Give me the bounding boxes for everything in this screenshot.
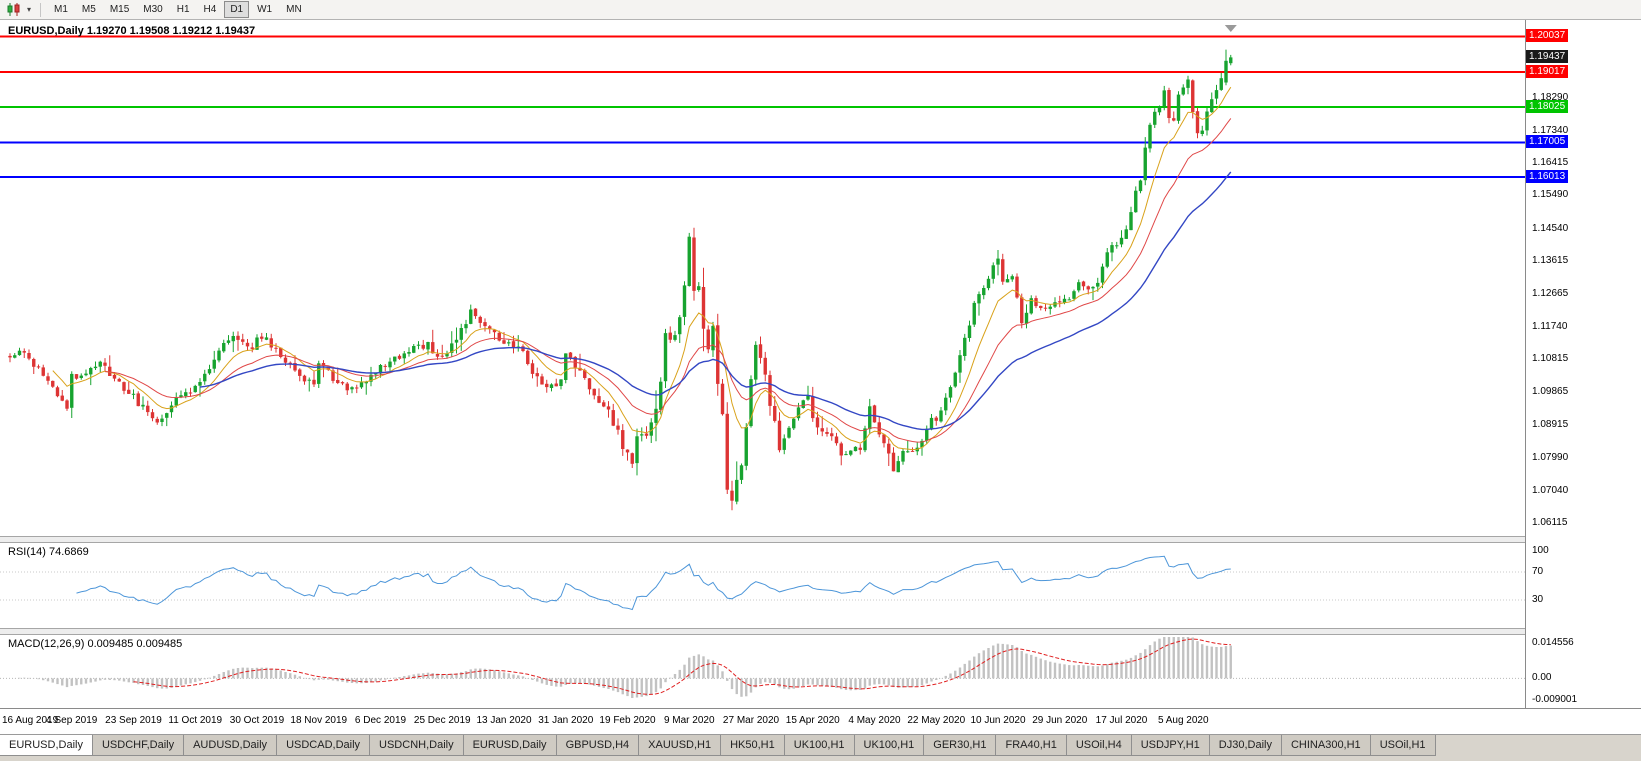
price-axis-label: 1.08915 bbox=[1532, 419, 1569, 431]
time-axis-label: 16 Aug 2019 bbox=[2, 715, 59, 726]
time-axis-label: 4 May 2020 bbox=[848, 715, 901, 726]
price-axis-label: 1.07040 bbox=[1532, 484, 1569, 496]
timeframe-button-m30[interactable]: M30 bbox=[143, 4, 163, 15]
chart-tab-8[interactable]: HK50,H1 bbox=[720, 735, 785, 756]
time-axis-label: 22 May 2020 bbox=[907, 715, 966, 726]
timeframe-button-m15[interactable]: M15 bbox=[109, 4, 130, 15]
chart-tab-1[interactable]: USDCHF,Daily bbox=[91, 735, 185, 756]
timeframe-button-m5[interactable]: M5 bbox=[81, 4, 96, 15]
macd-axis-label: -0.009001 bbox=[1532, 694, 1578, 705]
time-axis-label: 27 Mar 2020 bbox=[722, 715, 780, 726]
time-axis-label: 25 Dec 2019 bbox=[413, 715, 471, 726]
time-axis-label: 19 Feb 2020 bbox=[599, 715, 656, 726]
timeframe-button-w1[interactable]: W1 bbox=[257, 4, 273, 15]
time-axis-label: 23 Sep 2019 bbox=[105, 715, 162, 726]
timeframe-buttons: M1 M5 M15 M30 H1 H4 D1 W1 MN bbox=[47, 1, 309, 18]
chart-tab-12[interactable]: FRA40,H1 bbox=[995, 735, 1067, 756]
time-axis-label: 10 Jun 2020 bbox=[970, 715, 1026, 726]
chart-tab-6[interactable]: GBPUSD,H4 bbox=[555, 735, 640, 756]
price-chart-canvas[interactable] bbox=[0, 20, 1525, 708]
panel-splitter[interactable] bbox=[0, 628, 1641, 635]
price-axis-label: 1.16415 bbox=[1532, 157, 1569, 169]
rsi-axis-label: 30 bbox=[1532, 594, 1544, 605]
price-axis[interactable]: 1.18290 1.17340 1.16415 1.15490 1.14540 1.136… bbox=[1525, 20, 1641, 708]
chart-tab-13[interactable]: USOil,H4 bbox=[1065, 735, 1132, 756]
time-axis-label: 17 Jul 2020 bbox=[1095, 715, 1148, 726]
time-axis[interactable]: 16 Aug 2019 4 Sep 2019 23 Sep 2019 11 Oct 2… bbox=[0, 708, 1641, 734]
price-axis-label: 1.15490 bbox=[1532, 189, 1569, 201]
price-axis-label: 1.06115 bbox=[1532, 517, 1568, 529]
price-axis-label: 1.10815 bbox=[1532, 352, 1569, 364]
chart-tab-17[interactable]: USOil,H1 bbox=[1369, 735, 1436, 756]
price-axis-label: 1.12665 bbox=[1532, 288, 1569, 300]
chart-tab-9[interactable]: UK100,H1 bbox=[783, 735, 855, 756]
chart-tab-15[interactable]: DJ30,Daily bbox=[1208, 735, 1282, 756]
chart-tab-2[interactable]: AUDUSD,Daily bbox=[183, 735, 278, 756]
toolbar: ▾ M1 M5 M15 M30 H1 H4 D1 W1 MN bbox=[0, 0, 1641, 20]
hline-price-badge: 1.20037 bbox=[1526, 29, 1569, 43]
price-axis-label: 1.17340 bbox=[1532, 124, 1569, 136]
chart-tab-11[interactable]: GER30,H1 bbox=[923, 735, 997, 756]
chart-tab-3[interactable]: USDCAD,Daily bbox=[276, 735, 371, 756]
current-price-badge: 1.19437 bbox=[1526, 50, 1569, 64]
timeframe-button-d1[interactable]: D1 bbox=[224, 1, 250, 18]
time-axis-label: 6 Dec 2019 bbox=[354, 715, 407, 726]
time-axis-label: 29 Jun 2020 bbox=[1032, 715, 1088, 726]
hline-price-badge: 1.19017 bbox=[1526, 65, 1569, 79]
toolbar-separator bbox=[40, 2, 41, 17]
time-axis-label: 18 Nov 2019 bbox=[290, 715, 348, 726]
rsi-axis-label: 100 bbox=[1532, 545, 1549, 556]
chart-tab-10[interactable]: UK100,H1 bbox=[853, 735, 925, 756]
candlestick-glyph bbox=[7, 3, 20, 16]
price-axis-label: 1.13615 bbox=[1532, 254, 1569, 266]
time-axis-label: 5 Aug 2020 bbox=[1157, 715, 1209, 726]
chart-tab-16[interactable]: CHINA300,H1 bbox=[1280, 735, 1371, 756]
chart-tab-14[interactable]: USDJPY,H1 bbox=[1130, 735, 1210, 756]
time-axis-label: 9 Mar 2020 bbox=[663, 715, 715, 726]
chart-tabs-bar: EURUSD,Daily USDCHF,Daily AUDUSD,Daily USDC… bbox=[0, 734, 1641, 761]
timeframe-button-h1[interactable]: H1 bbox=[176, 4, 190, 15]
chart-tab-4[interactable]: USDCNH,Daily bbox=[369, 735, 464, 756]
timeframe-button-m1[interactable]: M1 bbox=[54, 4, 68, 15]
time-axis-label: 15 Apr 2020 bbox=[785, 715, 840, 726]
chart-tab-7[interactable]: XAUUSD,H1 bbox=[638, 735, 722, 756]
hline-price-badge: 1.17005 bbox=[1526, 135, 1569, 149]
price-axis-label: 1.07990 bbox=[1532, 451, 1569, 463]
chevron-down-icon[interactable]: ▾ bbox=[26, 5, 31, 14]
hline-price-badge: 1.18025 bbox=[1526, 99, 1569, 113]
price-axis-label: 1.09865 bbox=[1532, 386, 1569, 398]
time-axis-label: 4 Sep 2019 bbox=[46, 715, 98, 726]
time-axis-label: 11 Oct 2019 bbox=[168, 715, 223, 726]
rsi-axis-label: 70 bbox=[1532, 566, 1544, 577]
chart-tab-0[interactable]: EURUSD,Daily bbox=[0, 735, 93, 756]
time-axis-label: 13 Jan 2020 bbox=[476, 715, 532, 726]
price-axis-label: 1.11740 bbox=[1532, 320, 1568, 332]
time-axis-label: 30 Oct 2019 bbox=[229, 715, 285, 726]
price-axis-label: 1.18290 bbox=[1532, 91, 1569, 103]
timeframe-button-mn[interactable]: MN bbox=[286, 4, 302, 15]
time-axis-label: 31 Jan 2020 bbox=[538, 715, 594, 726]
candlestick-chart-icon[interactable] bbox=[4, 2, 24, 18]
macd-axis-label: 0.014556 bbox=[1532, 637, 1574, 648]
hline-price-badge: 1.16013 bbox=[1526, 170, 1569, 184]
price-axis-label: 1.14540 bbox=[1532, 222, 1569, 234]
timeframe-button-h4[interactable]: H4 bbox=[203, 4, 217, 15]
panel-splitter[interactable] bbox=[0, 536, 1641, 543]
chart-tab-5[interactable]: EURUSD,Daily bbox=[462, 735, 557, 756]
macd-axis-label: 0.00 bbox=[1532, 672, 1552, 684]
